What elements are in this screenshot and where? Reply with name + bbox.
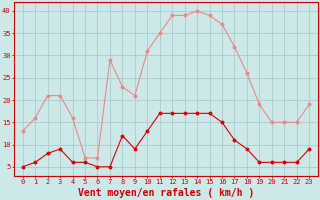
X-axis label: Vent moyen/en rafales ( km/h ): Vent moyen/en rafales ( km/h ) [78,188,254,198]
